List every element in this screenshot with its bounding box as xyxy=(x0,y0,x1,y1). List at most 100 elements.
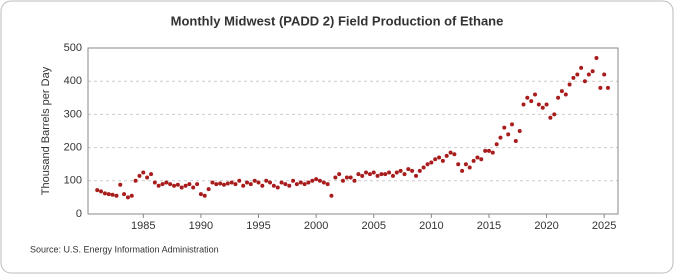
data-point xyxy=(283,182,288,187)
data-point xyxy=(317,178,322,183)
data-point xyxy=(164,180,169,185)
data-point xyxy=(544,102,549,107)
data-point xyxy=(463,162,468,167)
data-point xyxy=(122,192,127,197)
x-tick-label: 2010 xyxy=(419,220,443,232)
data-point xyxy=(271,183,276,188)
data-point xyxy=(521,102,526,107)
data-point xyxy=(375,173,380,178)
x-tick-label: 1995 xyxy=(246,220,270,232)
data-point xyxy=(460,168,465,173)
y-tick-label: 0 xyxy=(76,208,82,220)
data-point xyxy=(256,180,261,185)
x-tick-label: 2005 xyxy=(361,220,385,232)
data-point xyxy=(379,172,384,177)
plot-area xyxy=(87,47,619,215)
data-point xyxy=(137,173,142,178)
data-point xyxy=(95,188,100,193)
source: Source: U.S. Energy Information Administ… xyxy=(30,244,219,254)
data-point xyxy=(533,92,538,97)
data-point xyxy=(383,172,388,177)
data-point xyxy=(448,150,453,155)
data-point xyxy=(556,95,561,100)
data-point xyxy=(175,182,180,187)
data-point xyxy=(475,155,480,160)
data-point xyxy=(152,180,157,185)
data-point xyxy=(548,115,553,120)
data-point xyxy=(410,168,415,173)
data-point xyxy=(579,65,584,70)
data-point xyxy=(198,192,203,197)
data-point xyxy=(440,158,445,163)
data-point xyxy=(302,182,307,187)
data-point xyxy=(483,148,488,153)
data-point xyxy=(306,180,311,185)
data-point xyxy=(337,172,342,177)
x-tick-label: 2015 xyxy=(477,220,501,232)
data-point xyxy=(540,105,545,110)
data-point xyxy=(241,183,246,188)
data-point xyxy=(145,175,150,180)
data-point xyxy=(340,178,345,183)
data-point xyxy=(429,160,434,165)
data-point xyxy=(172,183,177,188)
data-point xyxy=(314,177,319,182)
data-point xyxy=(225,181,230,186)
data-point xyxy=(168,182,173,187)
data-point xyxy=(563,92,568,97)
data-point xyxy=(352,178,357,183)
data-point xyxy=(367,172,372,177)
data-point xyxy=(394,170,399,175)
data-point xyxy=(486,148,491,153)
data-point xyxy=(294,182,299,187)
data-point xyxy=(567,82,572,87)
data-point xyxy=(406,167,411,172)
data-point xyxy=(344,175,349,180)
data-point xyxy=(471,158,476,163)
data-point xyxy=(102,191,107,196)
x-tick-label: 1985 xyxy=(131,220,155,232)
data-point xyxy=(417,168,422,173)
data-point xyxy=(513,138,518,143)
data-point xyxy=(160,182,165,187)
data-point xyxy=(387,170,392,175)
data-point xyxy=(605,85,610,90)
data-point xyxy=(125,195,130,200)
data-point xyxy=(517,129,522,133)
data-point xyxy=(252,178,257,183)
data-point xyxy=(218,181,223,186)
data-point xyxy=(390,173,395,178)
data-point xyxy=(498,135,503,140)
y-tick-label: 400 xyxy=(64,75,82,87)
y-tick-label: 100 xyxy=(64,175,82,187)
data-point xyxy=(129,193,134,198)
data-point xyxy=(191,185,196,190)
data-point xyxy=(602,72,607,77)
data-point xyxy=(506,132,511,137)
x-tick-label: 2025 xyxy=(592,220,616,232)
data-point xyxy=(202,193,207,198)
data-point xyxy=(279,180,284,185)
y-tick-label: 500 xyxy=(64,42,82,54)
data-point xyxy=(421,165,426,170)
data-point xyxy=(582,79,587,84)
data-point xyxy=(221,182,226,187)
data-point xyxy=(360,173,365,178)
x-tick-label: 1990 xyxy=(189,220,213,232)
data-point xyxy=(229,180,234,185)
data-point xyxy=(141,170,146,175)
data-point xyxy=(118,182,123,187)
data-point xyxy=(529,99,534,104)
y-tick-label: 200 xyxy=(64,142,82,154)
data-point xyxy=(467,165,472,170)
data-point xyxy=(210,180,215,185)
data-point xyxy=(149,172,154,177)
frame xyxy=(0,0,674,274)
data-point xyxy=(106,192,111,197)
data-point xyxy=(237,178,242,183)
chart-title: Monthly Midwest (PADD 2) Field Productio… xyxy=(171,13,504,28)
data-point xyxy=(333,175,338,180)
data-point xyxy=(571,75,576,80)
data-point xyxy=(598,85,603,90)
y-tick-label: 300 xyxy=(64,108,82,120)
